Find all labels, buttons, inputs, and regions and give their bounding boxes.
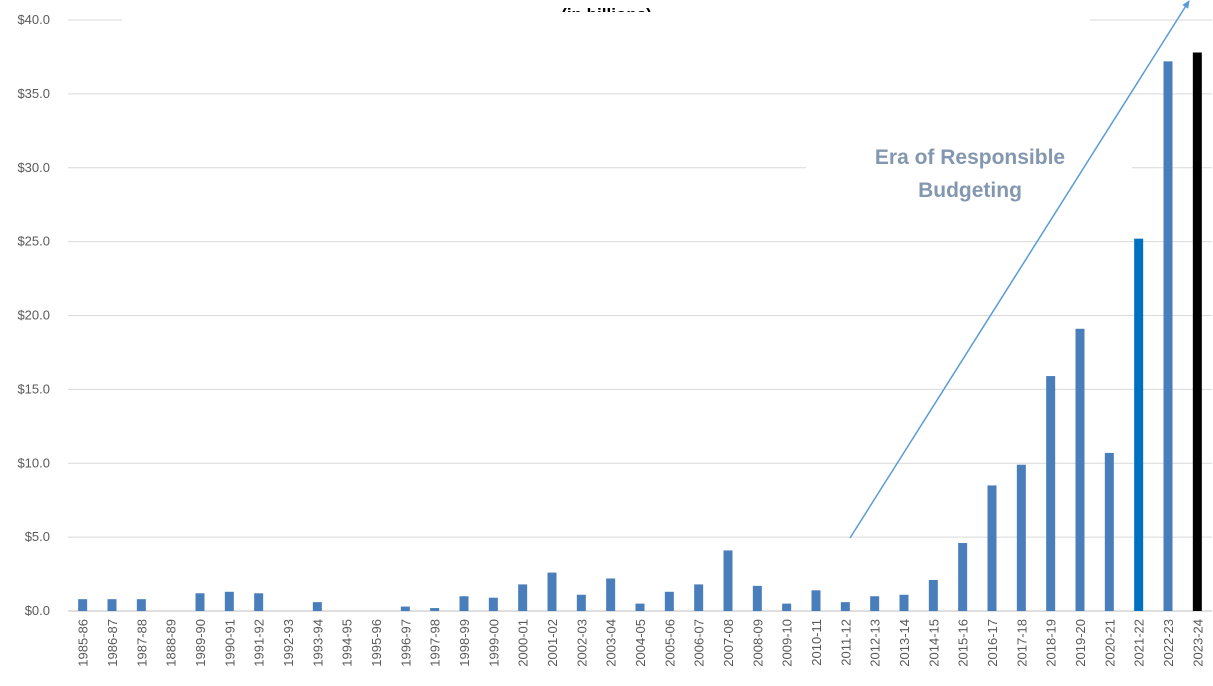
x-tick-label: 2005-06 bbox=[662, 619, 677, 667]
bar-2013-14 bbox=[899, 594, 909, 611]
annotation-line-2: Budgeting bbox=[918, 179, 1022, 202]
bar-2007-08 bbox=[723, 550, 733, 611]
title-mask bbox=[122, 12, 1090, 28]
bar-1993-94 bbox=[312, 602, 322, 611]
bar-2020-21 bbox=[1104, 452, 1114, 611]
bar-2018-19 bbox=[1046, 376, 1056, 611]
bar-2006-07 bbox=[694, 584, 704, 611]
x-tick-label: 2011-12 bbox=[838, 619, 853, 666]
bar-2011-12 bbox=[840, 602, 850, 611]
bar-2012-13 bbox=[870, 596, 880, 611]
x-tick-label: 2021-22 bbox=[1132, 619, 1147, 667]
bar-2008-09 bbox=[752, 585, 762, 611]
x-tick-label: 2008-09 bbox=[750, 619, 765, 667]
y-tick-label: $40.0 bbox=[17, 12, 50, 27]
y-tick-label: $10.0 bbox=[17, 455, 50, 470]
annotation-line-1: Era of Responsible bbox=[874, 146, 1066, 169]
x-tick-label: 1992-93 bbox=[281, 619, 296, 667]
x-tick-label: 2009-10 bbox=[780, 619, 795, 667]
bar-2000-01 bbox=[518, 584, 528, 611]
bar-2015-16 bbox=[958, 543, 968, 611]
annotation-mask bbox=[806, 150, 1132, 216]
x-tick-label: 2018-19 bbox=[1044, 619, 1059, 667]
x-tick-label: 2001-02 bbox=[545, 619, 560, 667]
bar-1996-97 bbox=[400, 606, 410, 611]
x-tick-label: 2012-13 bbox=[868, 619, 883, 667]
x-tick-label: 1993-94 bbox=[310, 619, 325, 667]
x-tick-label: 2022-23 bbox=[1161, 619, 1176, 667]
x-tick-label: 2003-04 bbox=[604, 619, 619, 667]
x-tick-label: 2007-08 bbox=[721, 619, 736, 667]
x-tick-label: 1888-89 bbox=[164, 619, 179, 667]
x-tick-label: 2010-11 bbox=[809, 619, 824, 666]
x-tick-label: 1996-97 bbox=[398, 619, 413, 667]
x-tick-label: 2017-18 bbox=[1014, 619, 1029, 667]
x-tick-label: 1998-99 bbox=[457, 619, 472, 667]
x-tick-label: 2006-07 bbox=[692, 619, 707, 667]
y-tick-label: $0.0 bbox=[25, 603, 50, 618]
x-tick-label: 2014-15 bbox=[926, 619, 941, 667]
bar-2017-18 bbox=[1016, 464, 1026, 611]
bar-1989-90 bbox=[195, 593, 205, 611]
bar-2002-03 bbox=[576, 594, 586, 611]
bar-1997-98 bbox=[430, 608, 440, 611]
y-tick-label: $20.0 bbox=[17, 308, 50, 323]
y-tick-label: $35.0 bbox=[17, 86, 50, 101]
bar-2001-02 bbox=[547, 572, 557, 611]
x-tick-label: 2020-21 bbox=[1102, 619, 1117, 667]
bar-2014-15 bbox=[928, 579, 938, 611]
y-tick-label: $15.0 bbox=[17, 381, 50, 396]
bar-1987-88 bbox=[136, 599, 146, 611]
bar-2023-24 bbox=[1192, 52, 1202, 611]
bar-2010-11 bbox=[811, 590, 821, 611]
x-tick-label: 1991-92 bbox=[252, 619, 267, 667]
bar-1985-86 bbox=[78, 599, 88, 611]
x-tick-label: 1995-96 bbox=[369, 619, 384, 667]
bar-1991-92 bbox=[254, 593, 264, 611]
annotation-era-of-responsible-budgeting: Era of Responsible Budgeting bbox=[840, 141, 1100, 207]
bar-1999-00 bbox=[488, 597, 498, 611]
x-tick-label: 1989-90 bbox=[193, 619, 208, 667]
bar-1998-99 bbox=[459, 596, 469, 611]
bar-2005-06 bbox=[664, 591, 674, 611]
trend-arrow bbox=[849, 0, 1190, 539]
bar-2003-04 bbox=[606, 578, 616, 611]
x-tick-label: 2002-03 bbox=[574, 619, 589, 667]
x-tick-label: 2023-24 bbox=[1190, 619, 1205, 667]
x-tick-label: 1999-00 bbox=[486, 619, 501, 667]
bar-2022-23 bbox=[1163, 61, 1173, 612]
x-tick-label: 2015-16 bbox=[956, 619, 971, 667]
bar-2021-22 bbox=[1134, 238, 1144, 612]
bar-2016-17 bbox=[987, 485, 997, 611]
x-tick-label: 1985-86 bbox=[76, 619, 91, 667]
x-tick-label: 2016-17 bbox=[985, 619, 1000, 667]
x-tick-label: 2000-01 bbox=[516, 619, 531, 667]
bar-2004-05 bbox=[635, 603, 645, 611]
y-tick-label: $25.0 bbox=[17, 234, 50, 249]
y-tick-label: $5.0 bbox=[25, 529, 50, 544]
y-tick-label: $30.0 bbox=[17, 160, 50, 175]
x-tick-label: 1987-88 bbox=[134, 619, 149, 667]
x-tick-label: 2004-05 bbox=[633, 619, 648, 667]
bar-1990-91 bbox=[224, 591, 234, 611]
x-tick-label: 1990-91 bbox=[222, 619, 237, 667]
x-tick-label: 1994-95 bbox=[340, 619, 355, 667]
bar-2019-20 bbox=[1075, 328, 1085, 611]
x-tick-label: 2013-14 bbox=[897, 619, 912, 667]
bar-1986-87 bbox=[107, 599, 117, 611]
bar-2009-10 bbox=[782, 603, 792, 611]
x-tick-label: 1986-87 bbox=[105, 619, 120, 667]
x-tick-label: 1997-98 bbox=[428, 619, 443, 667]
x-tick-label: 2019-20 bbox=[1073, 619, 1088, 667]
